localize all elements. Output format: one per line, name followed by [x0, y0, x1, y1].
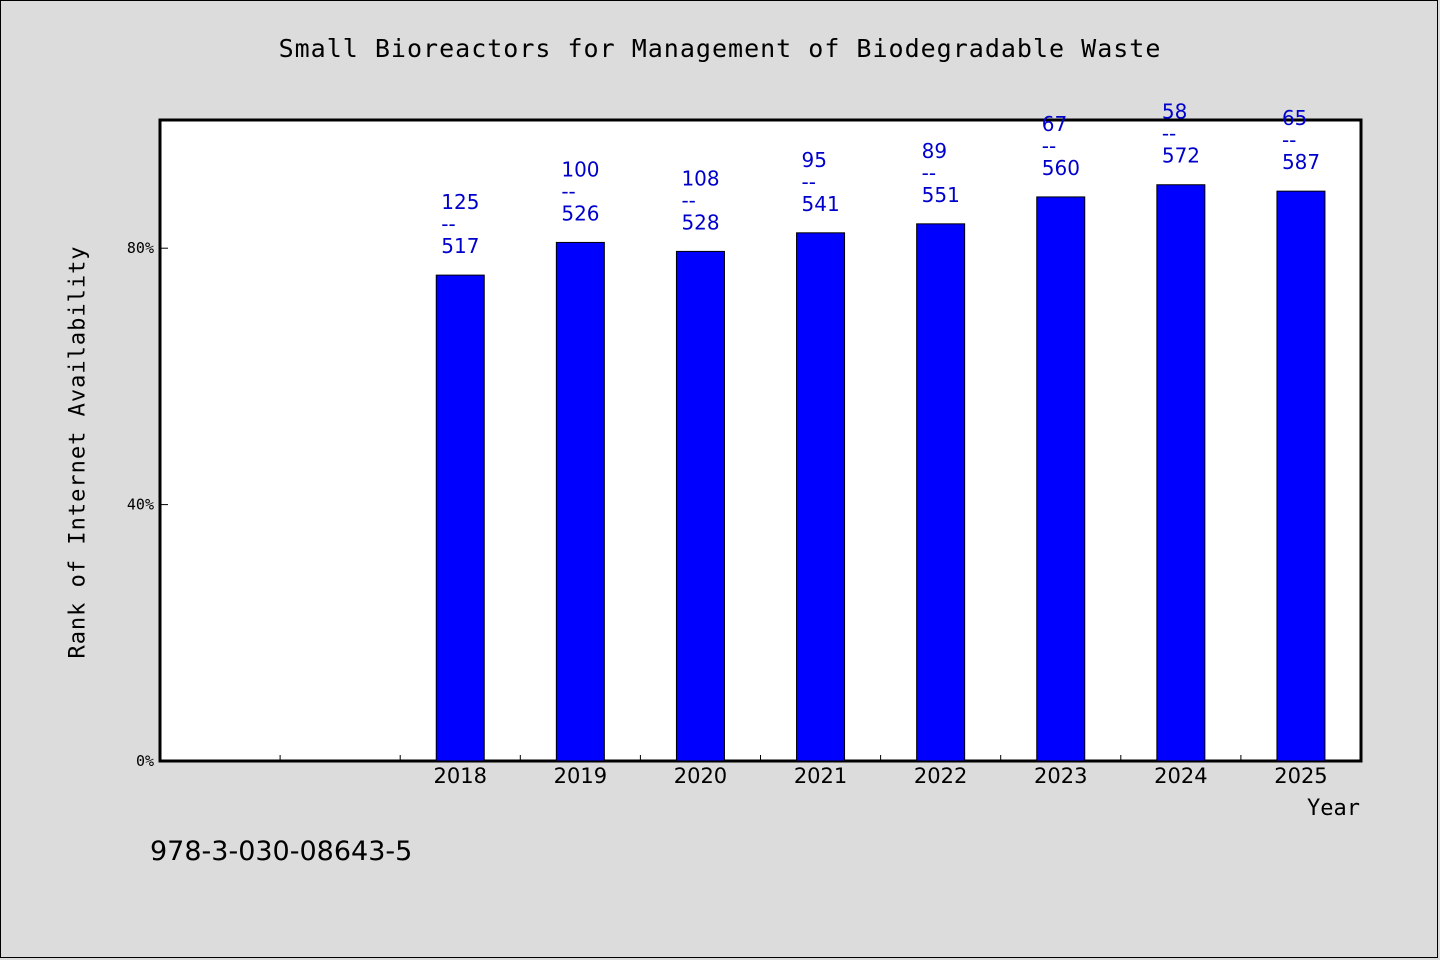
bar-label-top: 89 [922, 139, 947, 163]
bar-label-bottom: 526 [561, 201, 599, 225]
isbn-text: 978-3-030-08643-5 [150, 836, 413, 867]
bar-label-bottom: 587 [1282, 150, 1320, 174]
bar-label-separator: -- [1162, 122, 1176, 146]
bar-label-bottom: 517 [441, 234, 479, 258]
bar-label-top: 95 [802, 148, 827, 172]
chart-title: Small Bioreactors for Management of Biod… [278, 34, 1162, 63]
bar-label-separator: -- [561, 179, 575, 203]
bar-label-top: 100 [561, 157, 599, 181]
bar-label-top: 108 [681, 166, 719, 190]
bar-label-separator: -- [922, 161, 936, 185]
bar [675, 250, 725, 762]
bar-label-top: 58 [1162, 100, 1187, 124]
bar-label-bottom: 572 [1162, 144, 1200, 168]
bar-label-separator: -- [1282, 128, 1296, 152]
bar-label-top: 65 [1282, 106, 1307, 130]
ticks-group: 0% 40% 80% [127, 239, 1242, 770]
x-tick-label: 2025 [1274, 764, 1327, 788]
y-tick-label: 40% [127, 496, 154, 514]
bar [1156, 184, 1206, 762]
labels-group: 125--5172018100--5262019108--528202095--… [434, 100, 1328, 788]
bar-label-separator: -- [441, 212, 455, 236]
bar-label-top: 125 [441, 190, 479, 214]
bar-label-bottom: 541 [802, 192, 840, 216]
x-tick-label: 2024 [1154, 764, 1207, 788]
bar-label-separator: -- [681, 188, 695, 212]
bar [555, 241, 605, 762]
bar [796, 232, 846, 762]
bar-label-bottom: 560 [1042, 156, 1080, 180]
x-tick-label: 2020 [674, 764, 727, 788]
bar-label-top: 67 [1042, 112, 1067, 136]
bar [435, 274, 485, 762]
bar-label-separator: -- [1042, 134, 1056, 158]
x-tick-label: 2019 [554, 764, 607, 788]
bar-label-bottom: 528 [681, 210, 719, 234]
bar-label-separator: -- [802, 170, 816, 194]
bars-group [435, 184, 1326, 762]
y-tick-label: 80% [127, 239, 154, 257]
bar [1036, 196, 1086, 762]
bar [1276, 190, 1326, 762]
x-tick-label: 2022 [914, 764, 967, 788]
x-tick-label: 2021 [794, 764, 847, 788]
x-tick-label: 2023 [1034, 764, 1087, 788]
y-tick-label: 0% [136, 752, 154, 770]
x-axis-label: Year [1307, 796, 1360, 821]
x-tick-label: 2018 [434, 764, 487, 788]
bar [916, 223, 966, 762]
bar-label-bottom: 551 [922, 183, 960, 207]
